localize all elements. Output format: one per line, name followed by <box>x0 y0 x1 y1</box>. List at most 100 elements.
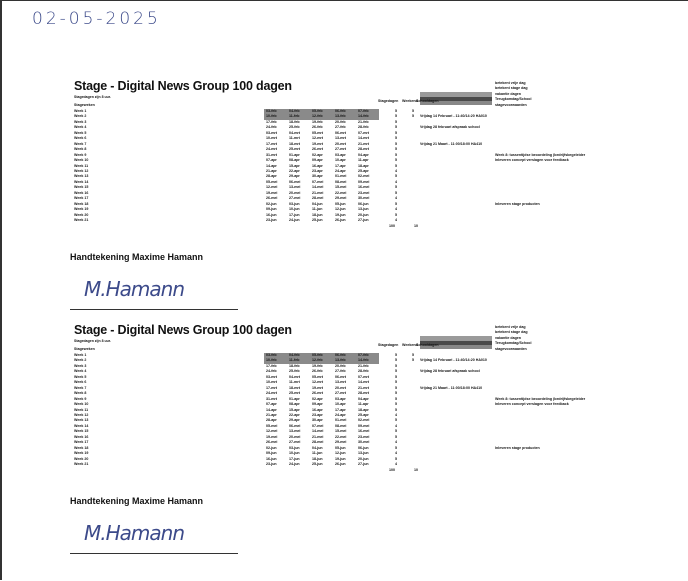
date-cell: 11-mrt <box>289 136 300 141</box>
date-cell: 19-mrt <box>312 385 323 390</box>
date-cell: 16-apr <box>312 407 323 412</box>
date-cell: 04-mrt <box>289 130 300 135</box>
table-header-schooldagen: Schooldagen <box>416 343 439 347</box>
stagedagen-cell: 5 <box>395 363 397 368</box>
week-label: Week 15 <box>74 185 89 190</box>
week-label: Week 13 <box>74 418 89 423</box>
table-header-weekend: Weekend <box>402 99 418 103</box>
stagedagen-cell: 5 <box>395 380 397 385</box>
stagedagen-cell: 5 <box>395 152 397 157</box>
stagedagen-cell: 5 <box>395 445 397 450</box>
stagedagen-cell: 5 <box>395 158 397 163</box>
week-label: Week 21 <box>74 218 89 222</box>
schooldag-note: Vrijdag 21 Maart - 11:00/18:00 HA410 <box>420 385 483 390</box>
date-cell: 26-jun <box>335 218 346 222</box>
stagedagen-cell: 5 <box>395 141 397 146</box>
date-cell: 08-mei <box>335 423 347 428</box>
date-cell: 26-jun <box>335 462 346 466</box>
stagedagen-cell: 5 <box>395 385 397 390</box>
date-cell: 11-feb <box>289 114 300 119</box>
date-cell: 05-mrt <box>312 374 323 379</box>
week-label: Week 18 <box>74 201 89 206</box>
date-cell: 26-mrt <box>312 391 323 396</box>
date-cell: 06-feb <box>335 109 346 113</box>
date-cell: 03-jun <box>289 445 300 450</box>
date-cell: 03-mrt <box>266 374 277 379</box>
date-cell: 24-mrt <box>266 147 277 152</box>
legend-item: betekent vrije dag <box>495 81 526 85</box>
week-label: Week 16 <box>74 190 89 195</box>
date-cell: 10-jun <box>289 451 300 456</box>
weekend-cell: 5 <box>412 109 414 113</box>
stagedagen-cell: 5 <box>395 402 397 407</box>
week-label: Week 3 <box>74 119 87 124</box>
date-cell: 14-mrt <box>358 136 369 141</box>
table-row: Week 14 05-mei 06-mei 07-mei 08-mei 09-mei 4 <box>2 424 688 429</box>
table-header-label: Stageweken <box>74 347 95 351</box>
week-label: Week 6 <box>74 380 87 385</box>
date-cell: 19-jun <box>335 212 346 217</box>
date-cell: 03-feb <box>266 353 277 357</box>
date-cell: 24-apr <box>335 168 346 173</box>
week-label: Week 2 <box>74 358 87 363</box>
date-cell: 14-feb <box>358 114 369 119</box>
date-cell: 09-apr <box>312 158 323 163</box>
date-cell: 30-apr <box>312 174 323 179</box>
stagedagen-cell: 4 <box>395 462 397 466</box>
week-label: Week 21 <box>74 462 89 466</box>
weekend-cell: 5 <box>412 358 414 363</box>
week-label: Week 11 <box>74 163 89 168</box>
signature-label: Handtekening Maxime Hamann <box>70 496 204 506</box>
date-cell: 12-feb <box>312 358 323 363</box>
date-cell: 02-apr <box>312 152 323 157</box>
side-note: Inleveren stage producten <box>495 445 540 450</box>
week-label: Week 15 <box>74 429 89 434</box>
date-cell: 16-apr <box>312 163 323 168</box>
stagedagen-cell: 5 <box>395 429 397 434</box>
table-row: Week 8 24-mrt 25-mrt 26-mrt 27-mrt 28-mrt 5 <box>2 391 688 396</box>
date-cell: 11-apr <box>358 402 369 407</box>
date-cell: 31-mrt <box>266 152 277 157</box>
date-cell: 03-feb <box>266 109 277 113</box>
weekend-cell: 5 <box>412 353 414 357</box>
signature: M.Hamann <box>84 277 185 301</box>
date-cell: 30-apr <box>312 418 323 423</box>
table-row: Week 18 02-jun 03-jun 04-jun 05-jun 06-jun 5 <box>2 202 688 207</box>
date-cell: 27-jun <box>358 218 369 222</box>
date-cell: 18-jun <box>312 456 323 461</box>
total-weekend: 10 <box>414 224 418 229</box>
date-cell: 09-mei <box>358 179 370 184</box>
legend-item: Terugkomdag/School <box>495 341 532 346</box>
date-cell: 05-feb <box>312 109 323 113</box>
date-cell: 16-mei <box>358 185 370 190</box>
table-row: Week 9 31-mrt 01-apr 02-apr 03-apr 04-apr 5 <box>2 153 688 158</box>
date-cell: 25-jun <box>312 462 323 466</box>
date-cell: 12-feb <box>312 114 323 119</box>
stagedagen-cell: 4 <box>395 218 397 222</box>
week-label: Week 6 <box>74 136 87 141</box>
date-cell: 13-mrt <box>335 380 346 385</box>
date-cell: 14-apr <box>266 163 277 168</box>
table-row: Week 7 17-mrt 18-mrt 19-mrt 20-mrt 21-mrt 5 <box>2 142 688 147</box>
date-cell: 24-jun <box>289 462 300 466</box>
date-cell: 24-feb <box>266 369 277 374</box>
legend-item: betekent stage dag <box>495 86 528 91</box>
date-cell: 23-apr <box>312 412 323 417</box>
date-cell: 21-mrt <box>358 141 369 146</box>
date-cell: 13-mrt <box>335 136 346 141</box>
schooldag-note: Vrijdag 14 Februari - 11:40/14:20 HA010 <box>420 114 487 119</box>
date-cell: 30-mei <box>358 196 370 201</box>
date-cell: 19-feb <box>312 119 323 124</box>
stagedagen-cell: 5 <box>395 119 397 124</box>
table-row: Week 16 19-mei 20-mei 21-mei 22-mei 23-mei 5 <box>2 435 688 440</box>
date-cell: 28-mrt <box>358 147 369 152</box>
date-cell: 28-mei <box>312 440 324 445</box>
week-label: Week 13 <box>74 174 89 179</box>
stagedagen-cell: 5 <box>395 369 397 374</box>
week-label: Week 17 <box>74 196 89 201</box>
date-cell: 27-mrt <box>335 391 346 396</box>
stagedagen-cell: 4 <box>395 196 397 201</box>
date-cell: 06-feb <box>335 353 346 357</box>
week-label: Week 7 <box>74 141 87 146</box>
date-cell: 04-apr <box>358 152 369 157</box>
